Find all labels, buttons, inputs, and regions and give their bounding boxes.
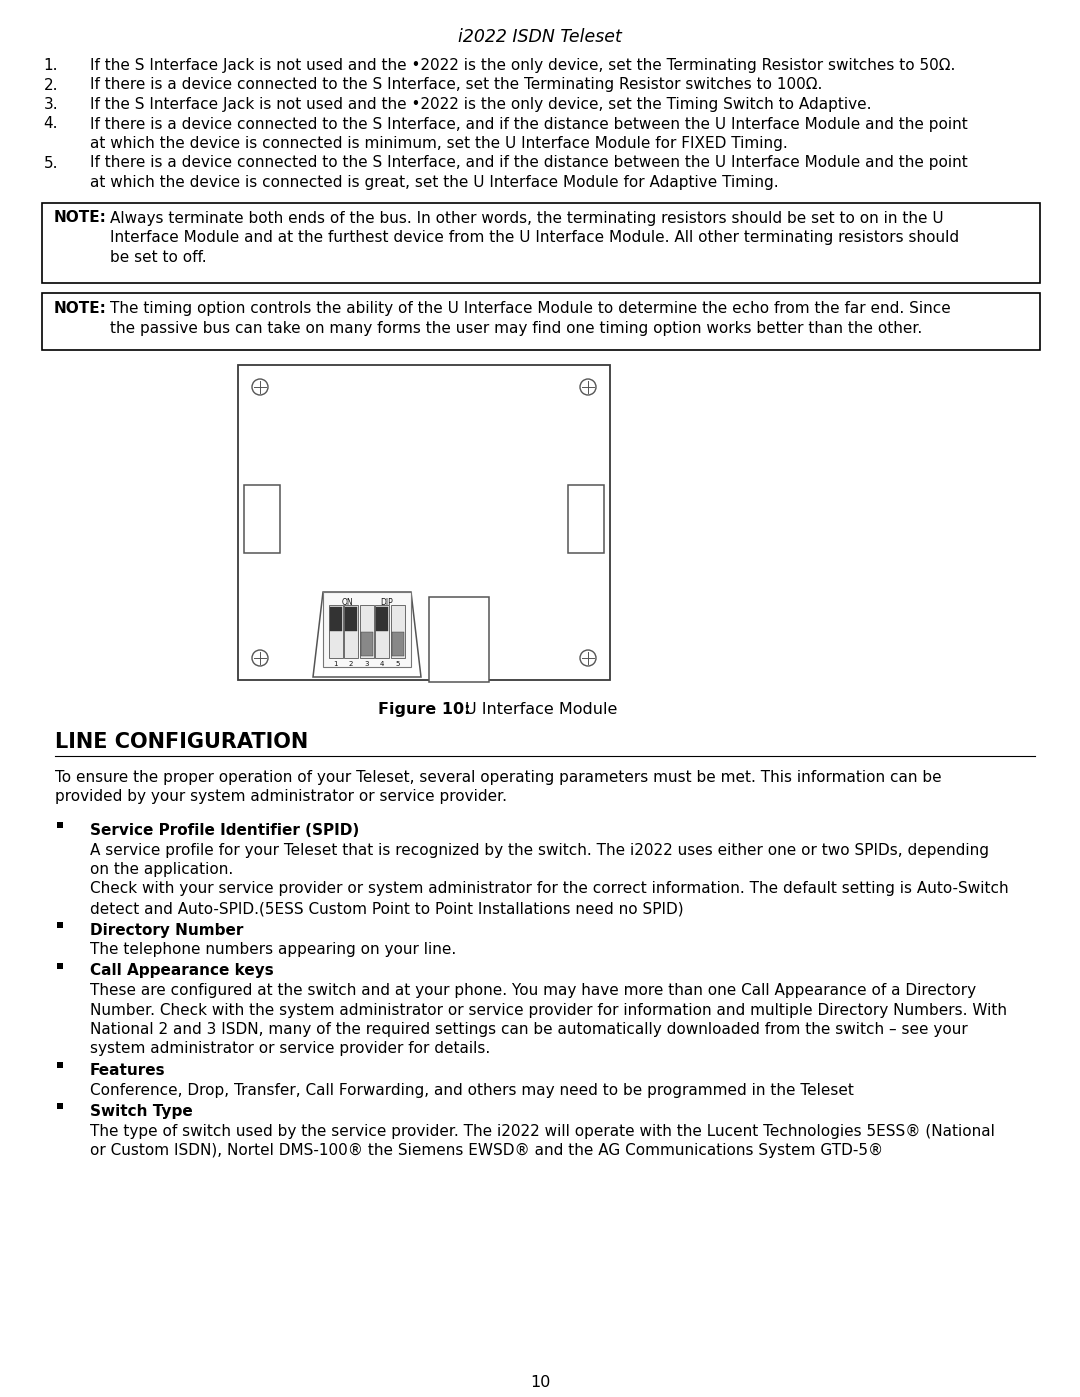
Text: If there is a device connected to the S Interface, and if the distance between t: If there is a device connected to the S … xyxy=(90,116,968,131)
Bar xyxy=(375,605,389,658)
Text: 5: 5 xyxy=(395,661,400,666)
Text: U Interface Module: U Interface Module xyxy=(465,703,618,717)
Text: A service profile for your Teleset that is recognized by the switch. The i2022 u: A service profile for your Teleset that … xyxy=(90,842,989,858)
Text: The telephone numbers appearing on your line.: The telephone numbers appearing on your … xyxy=(90,942,456,957)
Text: Figure 10:: Figure 10: xyxy=(378,703,470,717)
Text: 1: 1 xyxy=(334,661,338,666)
Bar xyxy=(361,633,373,657)
Bar xyxy=(568,485,604,552)
Text: Directory Number: Directory Number xyxy=(90,922,243,937)
Text: 4.: 4. xyxy=(43,116,58,131)
Text: Always terminate both ends of the bus. In other words, the terminating resistors: Always terminate both ends of the bus. I… xyxy=(110,211,944,225)
Text: The timing option controls the ability of the U Interface Module to determine th: The timing option controls the ability o… xyxy=(110,300,950,316)
Bar xyxy=(329,605,343,658)
Text: LINE CONFIGURATION: LINE CONFIGURATION xyxy=(55,732,308,752)
Text: or Custom ISDN), Nortel DMS-100® the Siemens EWSD® and the AG Communications Sys: or Custom ISDN), Nortel DMS-100® the Sie… xyxy=(90,1143,883,1158)
Text: 2.: 2. xyxy=(43,77,58,92)
Text: on the application.: on the application. xyxy=(90,862,233,877)
Text: 1.: 1. xyxy=(43,59,58,73)
Text: NOTE:: NOTE: xyxy=(54,300,107,316)
Bar xyxy=(57,922,63,928)
Text: The type of switch used by the service provider. The i2022 will operate with the: The type of switch used by the service p… xyxy=(90,1123,995,1139)
Text: If there is a device connected to the S Interface, and if the distance between t: If there is a device connected to the S … xyxy=(90,155,968,170)
Text: detect and Auto-SPID.(5ESS Custom Point to Point Installations need no SPID): detect and Auto-SPID.(5ESS Custom Point … xyxy=(90,901,684,916)
Bar xyxy=(42,203,1040,284)
Text: Service Profile Identifier (SPID): Service Profile Identifier (SPID) xyxy=(90,823,360,838)
Text: 10: 10 xyxy=(530,1375,550,1390)
Text: Check with your service provider or system administrator for the correct informa: Check with your service provider or syst… xyxy=(90,882,1009,897)
Text: 5.: 5. xyxy=(43,155,58,170)
Bar xyxy=(57,821,63,828)
Text: Features: Features xyxy=(90,1063,165,1078)
Bar xyxy=(323,592,411,666)
Polygon shape xyxy=(313,592,421,678)
Bar xyxy=(330,608,342,631)
Bar xyxy=(57,1104,63,1109)
Bar xyxy=(57,963,63,968)
Text: 3: 3 xyxy=(364,661,368,666)
Text: DIP: DIP xyxy=(380,598,393,608)
Text: Call Appearance keys: Call Appearance keys xyxy=(90,964,273,978)
Bar xyxy=(42,293,1040,351)
Text: at which the device is connected is minimum, set the U Interface Module for FIXE: at which the device is connected is mini… xyxy=(90,136,787,151)
Text: Number. Check with the system administrator or service provider for information : Number. Check with the system administra… xyxy=(90,1003,1007,1017)
Text: If the S Interface Jack is not used and the •2022 is the only device, set the Te: If the S Interface Jack is not used and … xyxy=(90,59,956,73)
Text: These are configured at the switch and at your phone. You may have more than one: These are configured at the switch and a… xyxy=(90,983,976,997)
Bar xyxy=(360,605,374,658)
Text: 4: 4 xyxy=(380,661,384,666)
Text: system administrator or service provider for details.: system administrator or service provider… xyxy=(90,1042,490,1056)
Bar xyxy=(345,605,359,658)
Text: at which the device is connected is great, set the U Interface Module for Adapti: at which the device is connected is grea… xyxy=(90,175,779,190)
Text: be set to off.: be set to off. xyxy=(110,250,206,264)
Bar xyxy=(57,1062,63,1067)
Bar xyxy=(376,608,388,631)
Text: Switch Type: Switch Type xyxy=(90,1104,192,1119)
Text: If the S Interface Jack is not used and the •2022 is the only device, set the Ti: If the S Interface Jack is not used and … xyxy=(90,96,872,112)
Text: Interface Module and at the furthest device from the U Interface Module. All oth: Interface Module and at the furthest dev… xyxy=(110,231,959,244)
Text: 3.: 3. xyxy=(43,96,58,112)
Text: 2: 2 xyxy=(349,661,353,666)
Bar xyxy=(391,605,405,658)
Text: To ensure the proper operation of your Teleset, several operating parameters mus: To ensure the proper operation of your T… xyxy=(55,770,942,785)
Text: i2022 ISDN Teleset: i2022 ISDN Teleset xyxy=(458,28,622,46)
Bar xyxy=(392,633,404,657)
Text: the passive bus can take on many forms the user may find one timing option works: the passive bus can take on many forms t… xyxy=(110,320,922,335)
Bar xyxy=(346,608,357,631)
Text: NOTE:: NOTE: xyxy=(54,211,107,225)
Text: Conference, Drop, Transfer, Call Forwarding, and others may need to be programme: Conference, Drop, Transfer, Call Forward… xyxy=(90,1083,854,1098)
Text: provided by your system administrator or service provider.: provided by your system administrator or… xyxy=(55,789,507,805)
Text: If there is a device connected to the S Interface, set the Terminating Resistor : If there is a device connected to the S … xyxy=(90,77,822,92)
Bar xyxy=(244,485,280,552)
Bar xyxy=(238,365,610,680)
Text: National 2 and 3 ISDN, many of the required settings can be automatically downlo: National 2 and 3 ISDN, many of the requi… xyxy=(90,1023,968,1037)
Bar xyxy=(429,597,489,682)
Text: ON: ON xyxy=(342,598,353,608)
